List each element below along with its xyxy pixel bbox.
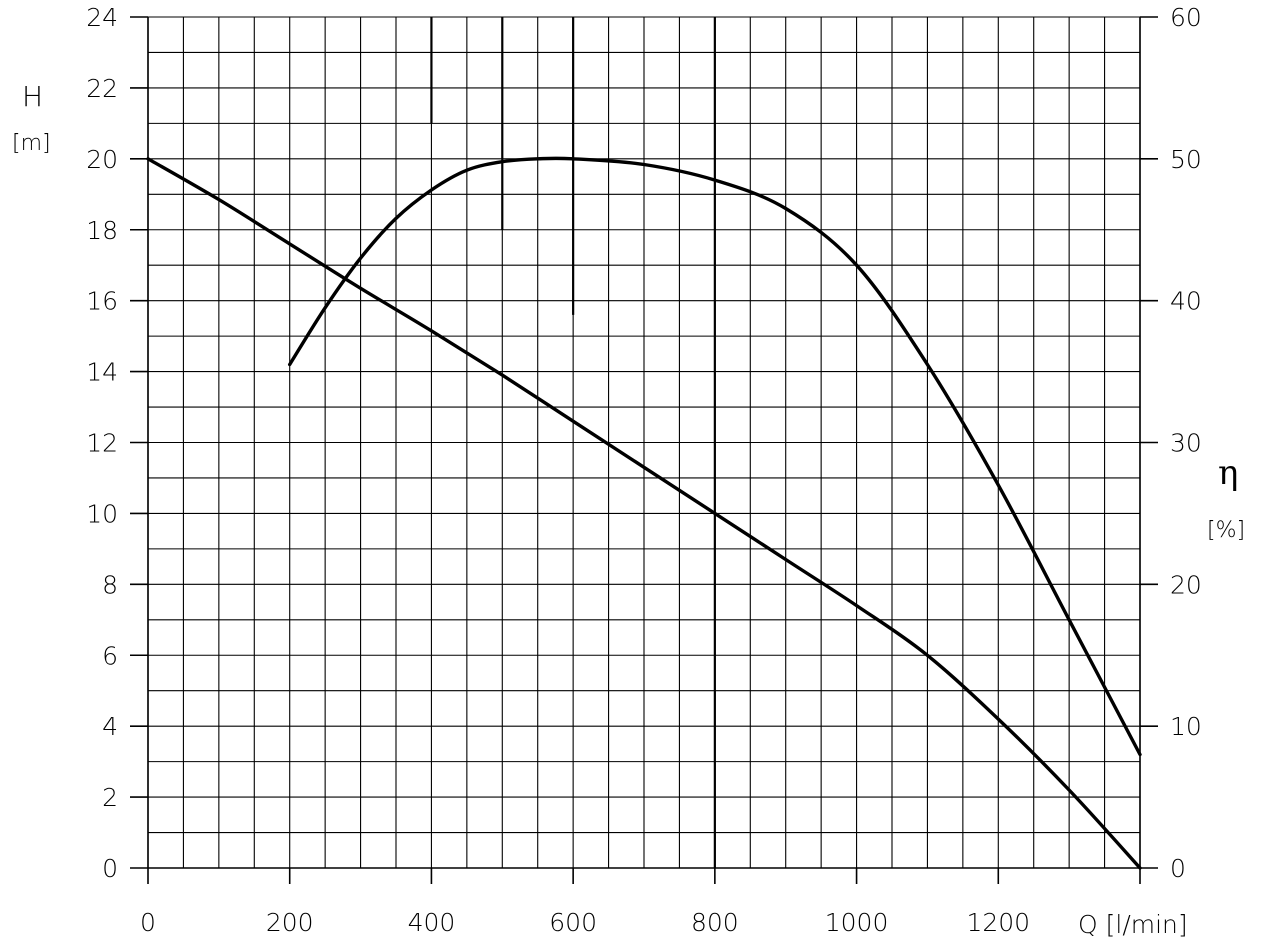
y-left-tick-label: 20 [86,145,118,174]
reference-lines [430,17,716,868]
x-tick-label: 1000 [825,908,889,937]
y-right-tick-label: 10 [1170,712,1202,741]
y-left-tick-label: 6 [102,641,118,670]
y-axis-right-title: η [1218,453,1238,493]
y-right-tick-label: 50 [1170,145,1202,174]
series-group [146,156,1142,870]
y-left-tick-label: 10 [86,499,118,528]
x-axis-title: Q [l/min] [1078,910,1188,939]
y-left-tick-label: 18 [86,216,118,245]
y-left-tick-label: 2 [102,783,118,812]
y-axis-right-unit: [%] [1207,518,1245,543]
x-tick-label: 0 [140,908,156,937]
x-tick-label: 200 [266,908,314,937]
x-tick-label: 600 [549,908,597,937]
x-tick-label: 800 [691,908,739,937]
y-right-tick-label: 60 [1170,3,1202,32]
y-left-tick-label: 8 [102,570,118,599]
y-left-tick-label: 16 [86,287,118,316]
y-left-tick-label: 12 [86,429,118,458]
y-left-tick-label: 24 [86,3,118,32]
y-right-tick-label: 0 [1170,854,1186,883]
x-tick-label: 400 [408,908,456,937]
y-left-tick-label: 0 [102,854,118,883]
y-axis-left-unit: [m] [12,131,51,156]
y-right-tick-label: 30 [1170,429,1202,458]
head-curve [146,157,1142,870]
y-right-tick-label: 40 [1170,287,1202,316]
y-right-tick-label: 20 [1170,570,1202,599]
y-left-tick-label: 22 [86,74,118,103]
y-left-tick-label: 14 [86,358,118,387]
grid-lines [147,16,1141,869]
y-axis-left-title: H [22,80,43,113]
y-left-tick-label: 4 [102,712,118,741]
x-tick-label: 1200 [966,908,1030,937]
efficiency-curve [288,156,1142,757]
